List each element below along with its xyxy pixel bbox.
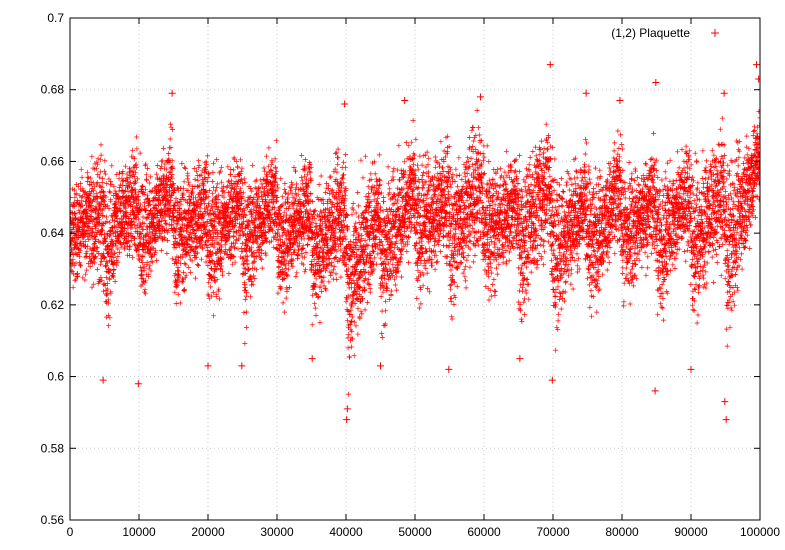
data-point	[753, 61, 760, 69]
x-tick-label: 20000	[191, 525, 225, 539]
data-point	[721, 398, 729, 406]
data-point	[343, 416, 351, 424]
legend-plus-icon	[711, 29, 719, 37]
data-point	[134, 380, 142, 388]
data-point	[582, 89, 590, 97]
data-point	[720, 89, 728, 97]
x-tick-label: 0	[67, 525, 74, 539]
data-point	[477, 93, 485, 101]
y-tick-label: 0.7	[47, 11, 64, 25]
data-point	[99, 376, 107, 384]
x-tick-label: 80000	[605, 525, 639, 539]
axis-ticks: 0 10000 20000 30000 40000 50000 60000 70000 8000…	[41, 11, 781, 539]
y-tick-label: 0.66	[41, 154, 65, 168]
x-tick-label: 40000	[329, 525, 363, 539]
y-tick-label: 0.68	[41, 83, 65, 97]
legend: (1,2) Plaquette	[611, 26, 719, 40]
y-tick-label: 0.6	[47, 370, 64, 384]
x-tick-label: 70000	[536, 525, 570, 539]
x-tick-label: 100000	[740, 525, 780, 539]
x-tick-label: 30000	[260, 525, 294, 539]
y-tick-label: 0.64	[41, 226, 65, 240]
data-point	[651, 387, 659, 395]
x-tick-label: 90000	[674, 525, 708, 539]
y-tick-label: 0.58	[41, 441, 65, 455]
legend-label: (1,2) Plaquette	[611, 26, 690, 40]
legend-marker-icon	[711, 29, 719, 37]
series-point-cloud	[70, 108, 760, 397]
data-point	[548, 376, 556, 384]
data-point	[652, 79, 660, 87]
data-point	[343, 405, 351, 413]
data-point	[341, 100, 349, 108]
data-point	[308, 355, 316, 363]
x-tick-label: 10000	[122, 525, 156, 539]
x-tick-label: 60000	[467, 525, 501, 539]
y-tick-label: 0.62	[41, 298, 65, 312]
data-point	[238, 362, 246, 370]
data-point	[687, 365, 695, 373]
data-point	[755, 75, 760, 83]
data-point	[168, 89, 176, 97]
data-point	[377, 362, 384, 370]
data-point	[204, 362, 212, 370]
data-point	[401, 96, 409, 104]
data-point	[445, 365, 453, 373]
data-point	[516, 355, 524, 363]
y-tick-label: 0.56	[41, 513, 65, 527]
data-point	[616, 96, 624, 104]
data-point	[546, 61, 554, 69]
x-tick-label: 50000	[398, 525, 432, 539]
data-point	[722, 416, 730, 424]
